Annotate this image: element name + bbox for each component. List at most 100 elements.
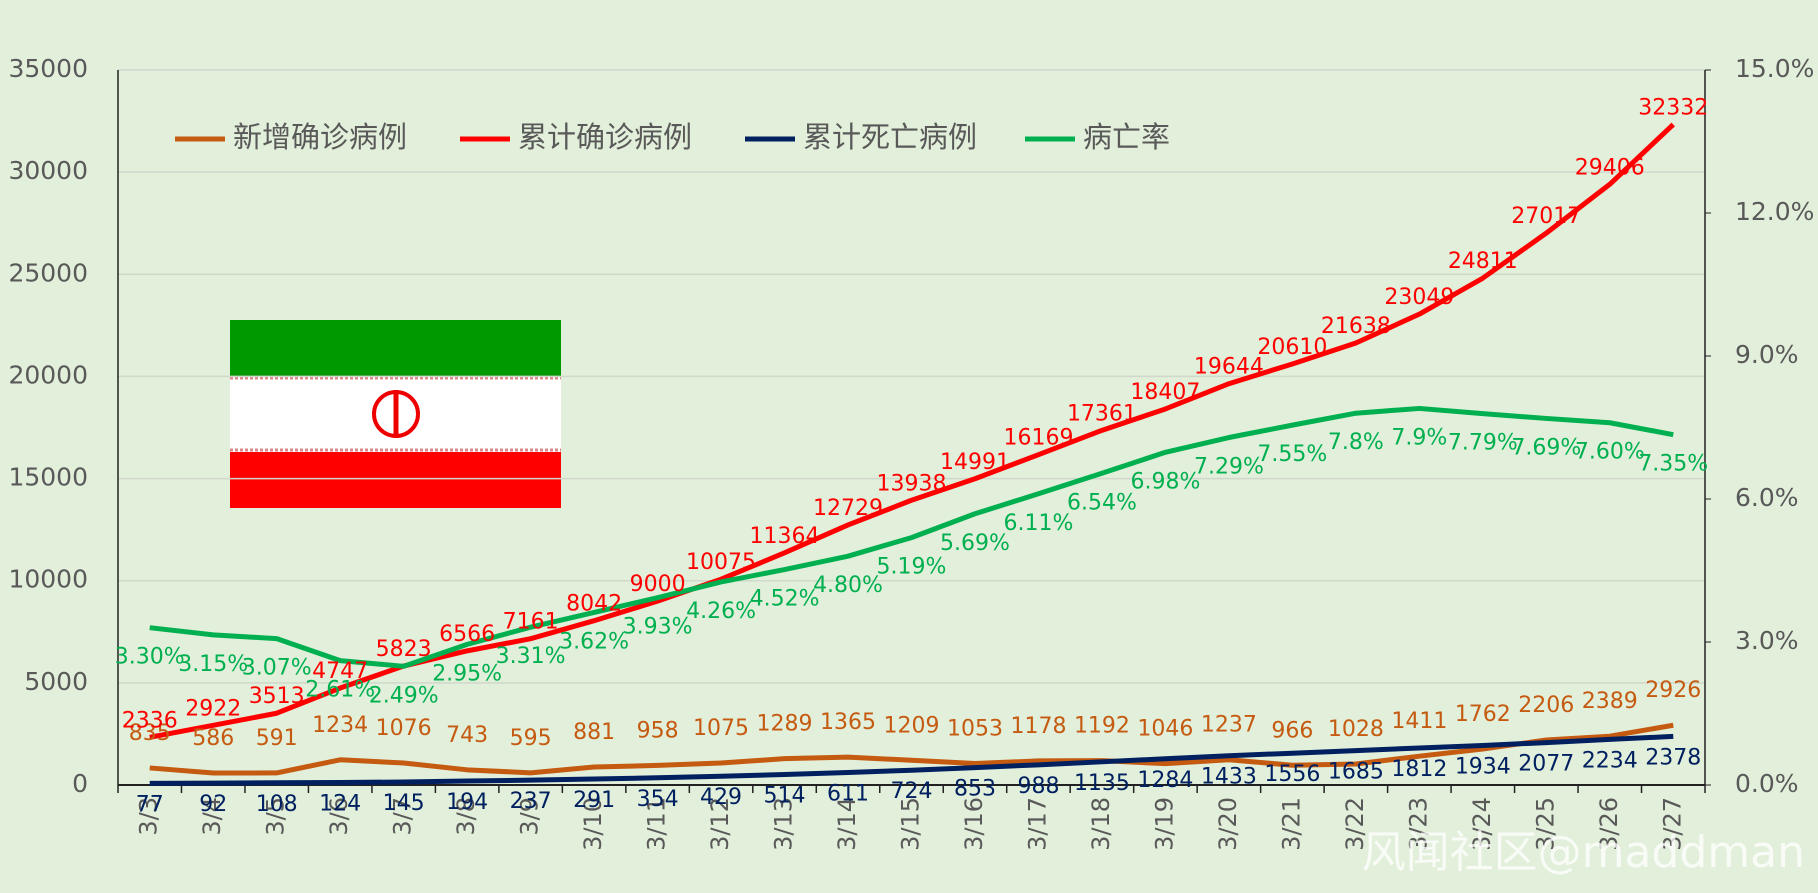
data-label: 17361 xyxy=(1067,401,1137,426)
y-tick-label: 5000 xyxy=(24,667,88,696)
data-label: 13938 xyxy=(877,471,947,496)
data-label: 1053 xyxy=(947,716,1003,741)
legend-label: 累计死亡病例 xyxy=(803,120,977,154)
y-tick-label: 15000 xyxy=(8,463,88,492)
data-label: 966 xyxy=(1271,718,1313,743)
data-label: 1178 xyxy=(1010,714,1066,739)
x-tick-label: 3/20 xyxy=(1214,797,1242,851)
y2-tick-label: 12.0% xyxy=(1735,197,1814,226)
data-label: 6566 xyxy=(439,622,495,647)
line xyxy=(149,733,1674,786)
data-label: 24811 xyxy=(1448,249,1518,274)
legend-label: 病亡率 xyxy=(1083,120,1170,154)
x-tick-label: 3/25 xyxy=(1531,797,1559,851)
data-label: 4747 xyxy=(312,659,368,684)
data-label: 2234 xyxy=(1582,748,1638,773)
y-tick-label: 30000 xyxy=(8,156,88,185)
x-tick-label: 3/23 xyxy=(1404,797,1432,851)
data-label: 3.15% xyxy=(178,652,248,677)
data-label: 429 xyxy=(700,785,742,810)
data-label: 3.93% xyxy=(623,615,693,640)
data-label: 7.9% xyxy=(1391,425,1447,450)
data-label: 1234 xyxy=(312,713,368,738)
y2-tick-label: 0.0% xyxy=(1735,769,1799,798)
data-label: 354 xyxy=(637,787,679,812)
data-label: 1076 xyxy=(376,716,432,741)
data-label: 2389 xyxy=(1582,689,1638,714)
data-label: 7.60% xyxy=(1575,440,1645,465)
data-label: 11364 xyxy=(750,524,820,549)
x-tick-label: 3/15 xyxy=(897,797,925,851)
data-label: 853 xyxy=(954,777,996,802)
data-label: 1433 xyxy=(1201,765,1257,790)
data-label: 145 xyxy=(383,791,425,816)
data-label: 27017 xyxy=(1511,204,1581,229)
data-label: 1209 xyxy=(884,713,940,738)
data-label: 586 xyxy=(192,726,234,751)
data-label: 724 xyxy=(891,779,933,804)
x-tick-label: 3/6 xyxy=(325,797,353,836)
x-tick-label: 3/3 xyxy=(135,797,163,836)
data-label: 7.8% xyxy=(1328,430,1384,455)
data-label: 1762 xyxy=(1455,702,1511,727)
y2-tick-label: 9.0% xyxy=(1735,340,1799,369)
x-tick-label: 3/5 xyxy=(262,797,290,836)
data-label: 32332 xyxy=(1638,96,1708,121)
data-label: 2926 xyxy=(1645,678,1701,703)
data-label: 291 xyxy=(573,788,615,813)
data-label: 1934 xyxy=(1455,754,1511,779)
data-label: 2378 xyxy=(1645,745,1701,770)
data-label: 18407 xyxy=(1130,380,1200,405)
data-label: 514 xyxy=(764,783,806,808)
data-label: 1812 xyxy=(1391,757,1447,782)
data-label: 7.35% xyxy=(1638,452,1708,477)
data-label: 1556 xyxy=(1264,762,1320,787)
data-label: 1135 xyxy=(1074,771,1130,796)
y2-tick-label: 3.0% xyxy=(1735,626,1799,655)
data-label: 4.80% xyxy=(813,573,883,598)
data-label: 16169 xyxy=(1003,426,1073,451)
data-label: 958 xyxy=(637,718,679,743)
data-label: 124 xyxy=(319,791,361,816)
data-label: 1237 xyxy=(1201,713,1257,738)
legend-label: 新增确诊病例 xyxy=(233,120,407,154)
data-label: 9000 xyxy=(630,572,686,597)
data-label: 743 xyxy=(446,723,488,748)
data-label: 2.95% xyxy=(432,661,502,686)
data-label: 1289 xyxy=(757,712,813,737)
data-label: 5823 xyxy=(376,637,432,662)
data-label: 2206 xyxy=(1518,693,1574,718)
data-label: 14991 xyxy=(940,450,1010,475)
data-label: 595 xyxy=(510,726,552,751)
data-label: 591 xyxy=(256,726,298,751)
data-label: 20610 xyxy=(1257,335,1327,360)
data-label: 29406 xyxy=(1575,155,1645,180)
data-label: 92 xyxy=(199,792,227,817)
x-tick-label: 3/24 xyxy=(1468,797,1496,851)
x-tick-label: 3/11 xyxy=(643,797,671,851)
data-label: 7.55% xyxy=(1257,442,1327,467)
data-label: 8042 xyxy=(566,592,622,617)
x-tick-label: 3/13 xyxy=(770,797,798,851)
data-label: 611 xyxy=(827,782,869,807)
flag-red xyxy=(230,452,561,508)
data-label: 1192 xyxy=(1074,714,1130,739)
data-label: 3.31% xyxy=(496,644,566,669)
y-tick-label: 35000 xyxy=(8,54,88,83)
data-label: 2336 xyxy=(122,708,178,733)
y-tick-label: 20000 xyxy=(8,360,88,389)
y2-tick-label: 15.0% xyxy=(1735,54,1814,83)
data-label: 988 xyxy=(1017,774,1059,799)
y-tick-label: 25000 xyxy=(8,258,88,287)
y-tick-label: 0 xyxy=(72,769,88,798)
data-label: 1411 xyxy=(1391,709,1447,734)
flag-green xyxy=(230,320,561,376)
data-label: 4.26% xyxy=(686,599,756,624)
data-label: 2077 xyxy=(1518,752,1574,777)
data-label: 10075 xyxy=(686,550,756,575)
line xyxy=(149,722,1674,776)
data-label: 19644 xyxy=(1194,355,1264,380)
x-tick-label: 3/7 xyxy=(389,797,417,836)
data-label: 1365 xyxy=(820,710,876,735)
x-tick-label: 3/12 xyxy=(706,797,734,851)
